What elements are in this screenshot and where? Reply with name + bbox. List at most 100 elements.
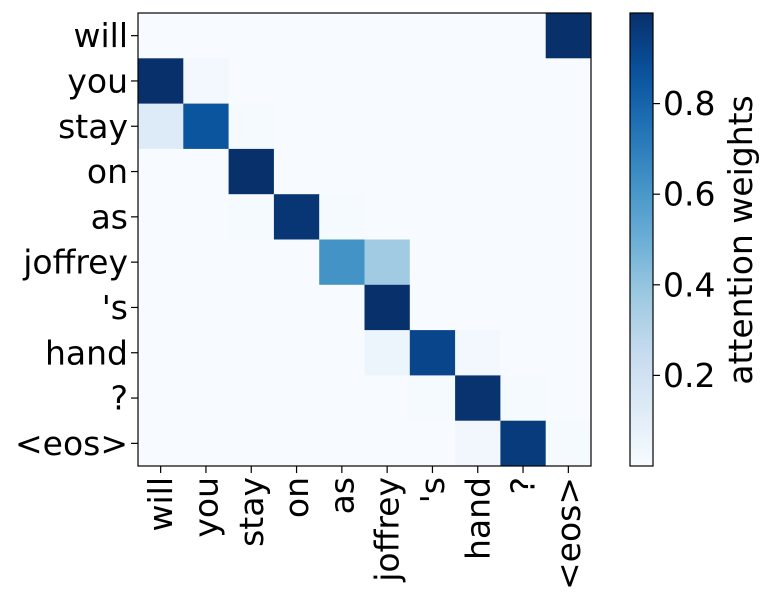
heatmap-cell (500, 194, 547, 240)
heatmap-cell (409, 330, 456, 376)
colorbar (629, 12, 654, 467)
heatmap-cell (545, 330, 592, 376)
heatmap-cell (364, 103, 411, 150)
colorbar-ticks: 0.2 0.4 0.6 0.8 (653, 84, 715, 395)
colorbar-label: attention weights (721, 95, 760, 384)
heatmap-cell (455, 103, 501, 150)
heatmap-cell (183, 103, 230, 150)
x-axis-ticks: will you stay on as joffrey's hand? <eos> (141, 466, 588, 590)
heatmap-cell (183, 194, 230, 240)
heatmap-cell (183, 284, 230, 331)
heatmap-cell (183, 58, 230, 105)
heatmap-cell (409, 13, 456, 59)
heatmap-cell (500, 284, 547, 331)
heatmap-cell (500, 103, 547, 150)
heatmap-cell (409, 148, 456, 195)
heatmap-cell (500, 58, 547, 105)
heatmap-cell (455, 194, 501, 240)
heatmap-cell (455, 284, 501, 331)
y-axis-ticks: will you stay on as joffrey 's hand? <eos> (15, 16, 138, 463)
x-tick-label: as (322, 477, 361, 514)
heatmap-cell (273, 103, 320, 150)
heatmap-cell (409, 239, 456, 286)
heatmap-cell (319, 239, 365, 286)
heatmap-cell (183, 13, 230, 59)
heatmap-cell (409, 284, 456, 331)
heatmap-cell (455, 420, 501, 467)
heatmap-cell (228, 239, 275, 286)
heatmap-cell (228, 103, 275, 150)
heatmap-cell (273, 284, 320, 331)
heatmap-cell (364, 239, 411, 286)
heatmap-cell (319, 420, 365, 467)
heatmap-cell (138, 284, 184, 331)
colorbar-tick-label: 0.6 (663, 175, 715, 214)
heatmap-cell (273, 58, 320, 105)
heatmap-cell (228, 148, 275, 195)
heatmap-cell (138, 330, 184, 376)
x-tick-label: on (277, 477, 316, 518)
heatmap-cell (364, 194, 411, 240)
heatmap-cell (138, 58, 184, 105)
heatmap-cell (319, 13, 365, 59)
heatmap-cell (138, 420, 184, 467)
colorbar-tick-label: 0.2 (663, 356, 715, 395)
heatmap-cell (319, 103, 365, 150)
heatmap-cell (183, 330, 230, 376)
heatmap-cell (138, 194, 184, 240)
heatmap-cell (455, 58, 501, 105)
heatmap-cell (273, 239, 320, 286)
heatmap-cell (228, 194, 275, 240)
heatmap-cell (183, 239, 230, 286)
heatmap-cell (319, 330, 365, 376)
heatmap-cell (273, 13, 320, 59)
y-tick-label: <eos> (15, 424, 128, 463)
heatmap-cell (364, 13, 411, 59)
heatmap-cell (409, 103, 456, 150)
x-tick-label: you (186, 477, 225, 538)
heatmap-cells (138, 13, 592, 467)
heatmap-cell (409, 375, 456, 422)
x-tick-label: stay (232, 477, 271, 547)
y-tick-label: as (91, 197, 128, 236)
heatmap-cell (319, 375, 365, 422)
heatmap-cell (364, 284, 411, 331)
heatmap-cell (409, 420, 456, 467)
heatmap-cell (500, 330, 547, 376)
heatmap-frame (137, 12, 592, 467)
heatmap-cell (364, 330, 411, 376)
heatmap-cell (455, 148, 501, 195)
colorbar-tick-label: 0.4 (663, 265, 715, 304)
heatmap-cell (319, 284, 365, 331)
heatmap-cell (228, 375, 275, 422)
heatmap-cell (183, 420, 230, 467)
heatmap-cell (273, 375, 320, 422)
y-tick-label: on (87, 152, 128, 191)
heatmap-cell (500, 420, 547, 467)
heatmap-cell (319, 194, 365, 240)
heatmap-cell (228, 58, 275, 105)
y-tick-label: 's (102, 288, 128, 327)
heatmap-cell (364, 58, 411, 105)
heatmap-cell (455, 330, 501, 376)
heatmap-cell (273, 420, 320, 467)
x-tick-label: joffrey (368, 477, 407, 583)
heatmap-cell (500, 375, 547, 422)
y-tick-label: will (74, 16, 129, 55)
colorbar-tick-label: 0.8 (663, 84, 715, 123)
heatmap-cell (273, 330, 320, 376)
heatmap-cell (228, 420, 275, 467)
heatmap-cell (364, 420, 411, 467)
x-tick-label: will (141, 477, 180, 532)
y-tick-label: stay (58, 107, 128, 146)
heatmap-cell (455, 375, 501, 422)
heatmap-cell (138, 103, 184, 150)
heatmap-cell (364, 148, 411, 195)
heatmap-cell (409, 194, 456, 240)
y-tick-label: hand (45, 333, 128, 372)
heatmap-cell (183, 375, 230, 422)
y-tick-label: you (67, 61, 128, 100)
heatmap-cell (273, 148, 320, 195)
heatmap-cell (228, 13, 275, 59)
